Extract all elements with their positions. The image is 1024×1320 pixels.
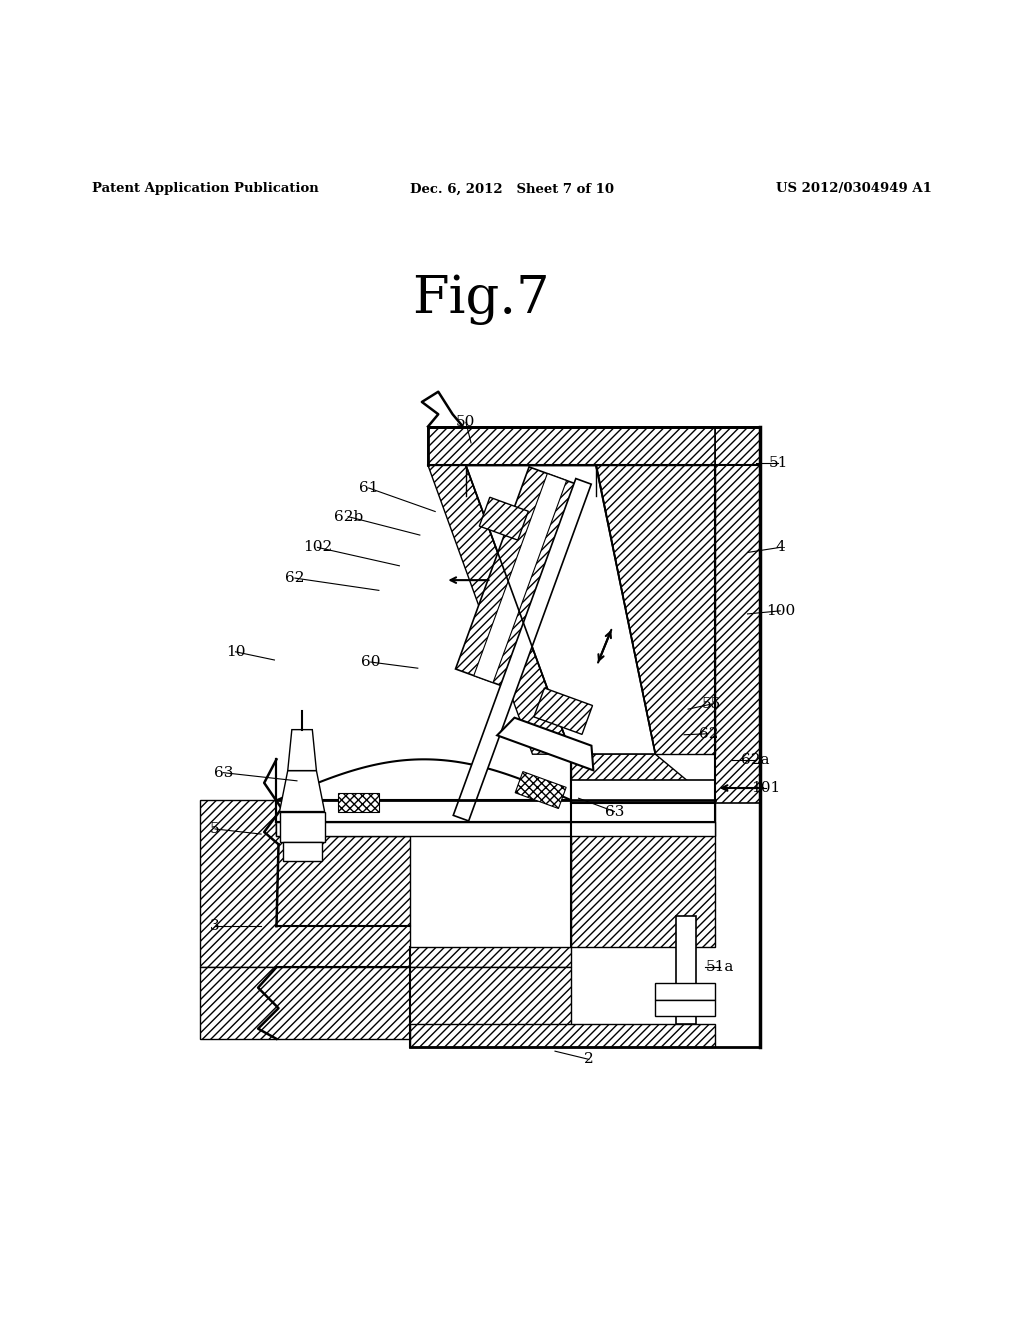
Text: 51a: 51a — [706, 960, 734, 974]
Text: 62: 62 — [285, 572, 305, 585]
Text: 50: 50 — [457, 416, 475, 429]
Polygon shape — [655, 1001, 715, 1016]
Polygon shape — [338, 793, 379, 812]
Text: 63: 63 — [605, 805, 624, 818]
Text: 2: 2 — [584, 1052, 594, 1067]
Polygon shape — [276, 822, 715, 836]
Text: 55: 55 — [702, 697, 721, 711]
Polygon shape — [479, 498, 528, 540]
Text: Dec. 6, 2012   Sheet 7 of 10: Dec. 6, 2012 Sheet 7 of 10 — [410, 182, 614, 195]
Polygon shape — [596, 466, 715, 754]
Polygon shape — [715, 426, 760, 804]
Text: 60: 60 — [360, 655, 381, 669]
Polygon shape — [276, 800, 571, 834]
Text: 100: 100 — [766, 603, 795, 618]
Text: 63: 63 — [214, 766, 232, 780]
Polygon shape — [676, 916, 696, 1023]
Text: 4: 4 — [775, 540, 785, 554]
Polygon shape — [276, 800, 715, 822]
Text: 62b: 62b — [334, 510, 362, 524]
Polygon shape — [428, 466, 571, 754]
Polygon shape — [466, 466, 655, 754]
Polygon shape — [515, 772, 566, 809]
Polygon shape — [534, 688, 593, 734]
Polygon shape — [571, 804, 715, 946]
Text: 10: 10 — [225, 644, 246, 659]
Text: 61: 61 — [358, 480, 379, 495]
Text: 5: 5 — [210, 822, 220, 836]
Polygon shape — [428, 426, 715, 466]
Text: US 2012/0304949 A1: US 2012/0304949 A1 — [776, 182, 932, 195]
Polygon shape — [288, 730, 316, 771]
Polygon shape — [280, 771, 325, 812]
Text: 3: 3 — [210, 919, 220, 933]
Polygon shape — [497, 718, 593, 771]
Text: 62a: 62a — [741, 754, 770, 767]
Polygon shape — [280, 812, 325, 842]
Polygon shape — [283, 842, 322, 861]
Text: 101: 101 — [752, 781, 780, 795]
Polygon shape — [571, 754, 715, 804]
Polygon shape — [474, 474, 566, 682]
Polygon shape — [571, 780, 715, 800]
Text: Patent Application Publication: Patent Application Publication — [92, 182, 318, 195]
Polygon shape — [200, 968, 571, 1039]
Text: 51: 51 — [769, 457, 787, 470]
Polygon shape — [655, 982, 715, 1001]
Polygon shape — [200, 800, 571, 968]
Polygon shape — [456, 467, 585, 689]
Polygon shape — [276, 759, 571, 800]
Text: Fig.7: Fig.7 — [413, 275, 550, 325]
Text: 62: 62 — [698, 727, 719, 741]
Polygon shape — [410, 1023, 715, 1047]
Text: 102: 102 — [303, 540, 332, 554]
Polygon shape — [454, 479, 591, 821]
